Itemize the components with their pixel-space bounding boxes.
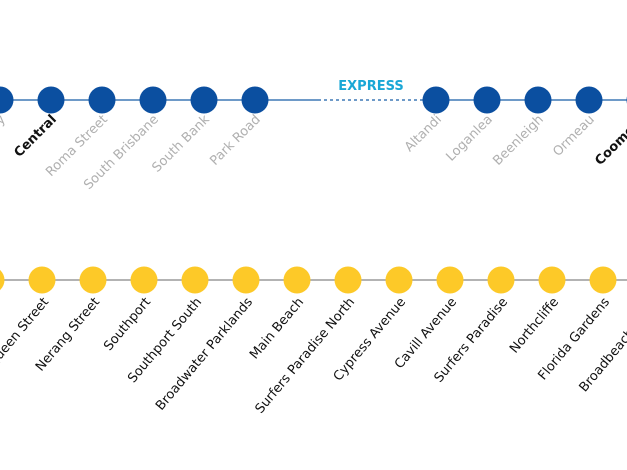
station-dot [589, 266, 617, 294]
station-dot [436, 266, 464, 294]
station-dot [37, 86, 65, 114]
station-label: Fortitude Valley [0, 112, 9, 195]
station-dot [575, 86, 603, 114]
station-dot [283, 266, 311, 294]
station-dot [538, 266, 566, 294]
station-label: Ormeau [550, 112, 598, 160]
station-dot [88, 86, 116, 114]
station-label: Loganlea [443, 112, 495, 164]
station-label: Altandi [402, 112, 445, 155]
station-dot [241, 86, 269, 114]
express-label: EXPRESS [338, 79, 403, 94]
station-label: Broadwater Parklands [153, 295, 256, 414]
station-dot [524, 86, 552, 114]
station-dot [190, 86, 218, 114]
station-label: Coomera [592, 112, 627, 169]
station-label: Northcliffe [507, 295, 562, 356]
station-dot [232, 266, 260, 294]
station-dot [130, 266, 158, 294]
station-label: Central [11, 112, 59, 160]
station-dot [487, 266, 515, 294]
station-dot [181, 266, 209, 294]
station-dot [28, 266, 56, 294]
station-dot [0, 86, 14, 114]
station-label: Beenleigh [490, 112, 546, 168]
station-dot [79, 266, 107, 294]
station-dot [422, 86, 450, 114]
station-label: Park Road [207, 112, 263, 168]
station-dot [0, 269, 5, 291]
station-dot [385, 266, 413, 294]
station-label: Surfers Paradise North [253, 295, 359, 417]
station-label: Southport [101, 295, 154, 354]
station-dot [139, 86, 167, 114]
station-dot [334, 266, 362, 294]
station-dot [473, 86, 501, 114]
